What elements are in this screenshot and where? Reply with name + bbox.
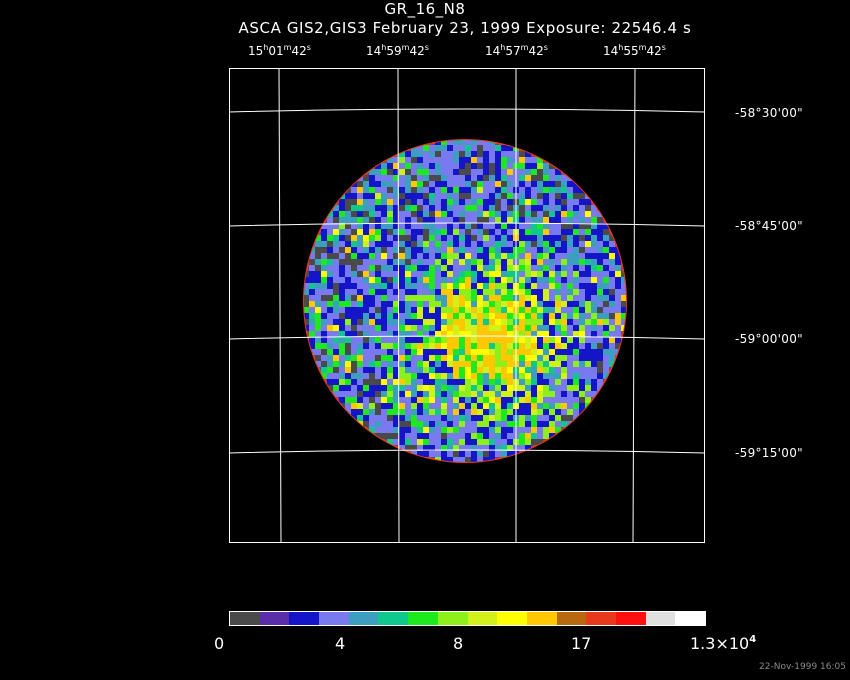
colorbar-segment bbox=[437, 612, 468, 625]
colorbar-segment bbox=[645, 612, 676, 625]
ra-label-4: 14h55m42s bbox=[603, 43, 666, 58]
colorbar-segment bbox=[615, 612, 646, 625]
colorbar-segment bbox=[675, 612, 705, 625]
colorbar-tick-3: 17 bbox=[571, 634, 592, 653]
timestamp: 22-Nov-1999 16:05 bbox=[759, 662, 846, 672]
image-pixels bbox=[304, 140, 626, 462]
colorbar-segment bbox=[467, 612, 498, 625]
colorbar-segment bbox=[348, 612, 379, 625]
colorbar-tick-0: 0 bbox=[214, 634, 225, 653]
colorbar-segment bbox=[230, 612, 260, 625]
dec-label-2: -58°45'00" bbox=[735, 219, 803, 233]
colorbar-tick-2: 8 bbox=[453, 634, 464, 653]
dec-label-3: -59°00'00" bbox=[735, 332, 803, 346]
dec-label-1: -58°30'00" bbox=[735, 106, 803, 120]
colorbar-segment bbox=[497, 612, 527, 625]
colorbar-segment bbox=[526, 612, 557, 625]
colorbar-tick-1: 4 bbox=[335, 634, 346, 653]
colorbar-segment bbox=[289, 612, 320, 625]
colorbar-segment bbox=[586, 612, 616, 625]
xray-image bbox=[229, 68, 705, 543]
ra-label-3: 14h57m42s bbox=[485, 43, 548, 58]
image-subtitle: ASCA GIS2,GIS3 February 23, 1999 Exposur… bbox=[238, 19, 692, 37]
colorbar bbox=[229, 611, 706, 626]
coordinate-grid bbox=[229, 68, 705, 543]
image-title: GR_16_N8 bbox=[384, 0, 466, 18]
colorbar-segment bbox=[259, 612, 290, 625]
ra-label-2: 14h59m42s bbox=[366, 43, 429, 58]
colorbar-segment bbox=[408, 612, 438, 625]
colorbar-tick-max: 1.3×104 bbox=[690, 634, 757, 653]
image-frame bbox=[229, 68, 705, 543]
ra-label-1: 15h01m42s bbox=[248, 43, 311, 58]
colorbar-segment bbox=[378, 612, 409, 625]
colorbar-segment bbox=[556, 612, 587, 625]
dec-label-4: -59°15'00" bbox=[735, 446, 803, 460]
colorbar-segment bbox=[319, 612, 349, 625]
